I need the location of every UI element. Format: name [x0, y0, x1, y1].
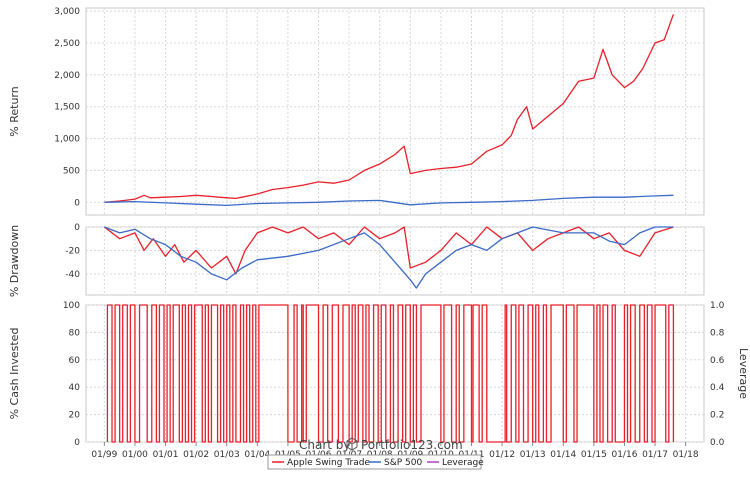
y-tick-label: 100 [63, 301, 80, 311]
legend-label: S&P 500 [384, 458, 422, 468]
y-tick-label: 3,000 [54, 7, 80, 17]
plot-area [85, 7, 705, 216]
legend-item: S&P 500 [369, 458, 422, 468]
x-tick-label: 01/01 [153, 450, 179, 460]
x-tick-label: 01/18 [673, 450, 699, 460]
x-tick-label: 01/13 [520, 450, 546, 460]
x-tick-label: 01/00 [122, 450, 148, 460]
y-axis-label: % Drawdown [8, 225, 21, 297]
y-tick-label: 80 [69, 328, 81, 338]
y-axis-label: % Cash Invested [8, 328, 21, 420]
legend-label: Leverage [442, 458, 484, 468]
y-tick-label: 2,000 [54, 71, 80, 81]
series-line-apple-swing-trade [104, 226, 674, 275]
legend-item: Leverage [427, 458, 484, 468]
y-tick-label: 0 [74, 438, 80, 448]
chart-panel-1: 0 500 1,000 1,500 2,000 2,500 3,000 % Return [8, 7, 705, 216]
y2-tick-label: 0.0 [710, 438, 725, 448]
chart-panel-2: 0 -20 -40 % Drawdown [8, 223, 705, 297]
series-line-sp500 [104, 226, 674, 289]
footer-brand: Portfolio123.com [361, 438, 463, 452]
y-tick-label: -40 [65, 270, 80, 280]
chart-panel-3: 0 20 40 60 80 100 % Cash Invested 0.0 0.2 0.4 0.6 0… [8, 301, 750, 448]
y-tick-label: 1,000 [54, 135, 80, 145]
cube-icon [346, 437, 358, 451]
series-line-apple-swing-trade [106, 304, 675, 443]
y-tick-label: 1,500 [54, 103, 80, 113]
series-line-apple-swing-trade [104, 14, 675, 203]
y-tick-label: 500 [63, 166, 80, 176]
series-line-sp500 [104, 194, 674, 207]
x-tick-label: 01/04 [244, 450, 270, 460]
y2-axis-label: Leverage [737, 348, 750, 399]
footer-prefix: Chart by [299, 438, 351, 452]
x-tick-label: 01/03 [214, 450, 240, 460]
x-tick-label: 01/17 [642, 450, 668, 460]
y2-tick-label: 0.6 [710, 356, 725, 366]
legend: Apple Swing Trade S&P 500 Leverage [267, 454, 484, 470]
x-tick-label: 01/99 [91, 450, 117, 460]
legend-label: Apple Swing Trade [287, 458, 370, 468]
legend-item: Apple Swing Trade [272, 458, 370, 468]
y-tick-label: 2,500 [54, 39, 80, 49]
y-tick-label: 20 [69, 411, 81, 421]
y-tick-label: 60 [69, 356, 81, 366]
y-axis-label: % Return [8, 86, 21, 136]
y2-tick-label: 0.8 [710, 328, 725, 338]
x-tick-label: 01/16 [611, 450, 637, 460]
x-tick-label: 01/12 [489, 450, 515, 460]
y2-tick-label: 0.2 [710, 411, 724, 421]
y2-tick-label: 0.4 [710, 383, 725, 393]
x-tick-label: 01/02 [183, 450, 209, 460]
x-tick-label: 01/14 [550, 450, 576, 460]
x-tick-label: 01/15 [581, 450, 607, 460]
footer-credit: Chart by Portfolio123.com [299, 437, 463, 452]
y-tick-label: 40 [69, 383, 81, 393]
y-tick-label: 0 [74, 223, 80, 233]
y2-tick-label: 1.0 [710, 301, 725, 311]
y-tick-label: 0 [74, 198, 80, 208]
y-tick-label: -20 [65, 246, 80, 256]
plot-area [85, 226, 705, 296]
